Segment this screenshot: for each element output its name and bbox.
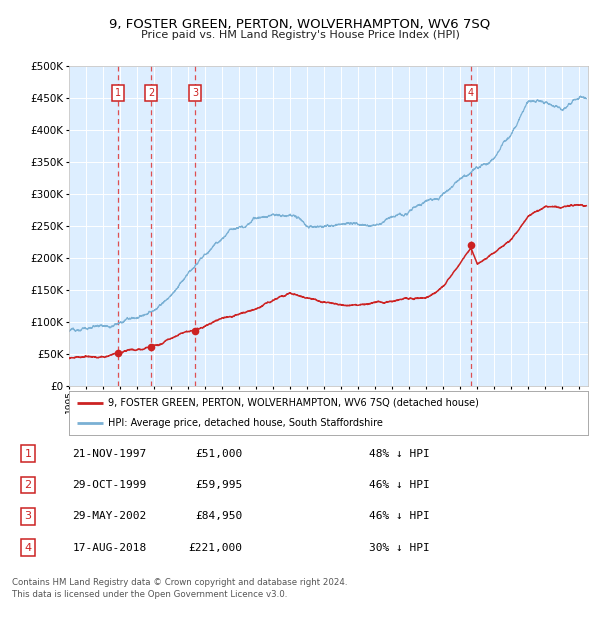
- Text: 2: 2: [148, 88, 154, 98]
- Text: 21-NOV-1997: 21-NOV-1997: [73, 448, 147, 459]
- Text: 17-AUG-2018: 17-AUG-2018: [73, 542, 147, 552]
- Text: 4: 4: [468, 88, 474, 98]
- Text: 3: 3: [192, 88, 198, 98]
- Text: 1: 1: [115, 88, 121, 98]
- Text: HPI: Average price, detached house, South Staffordshire: HPI: Average price, detached house, Sout…: [108, 418, 383, 428]
- Text: 1: 1: [25, 448, 32, 459]
- Text: 29-MAY-2002: 29-MAY-2002: [73, 511, 147, 521]
- Text: 30% ↓ HPI: 30% ↓ HPI: [369, 542, 430, 552]
- Text: 2: 2: [25, 480, 32, 490]
- Text: 9, FOSTER GREEN, PERTON, WOLVERHAMPTON, WV6 7SQ: 9, FOSTER GREEN, PERTON, WOLVERHAMPTON, …: [109, 17, 491, 30]
- Text: £221,000: £221,000: [188, 542, 242, 552]
- Text: £84,950: £84,950: [195, 511, 242, 521]
- Text: 9, FOSTER GREEN, PERTON, WOLVERHAMPTON, WV6 7SQ (detached house): 9, FOSTER GREEN, PERTON, WOLVERHAMPTON, …: [108, 397, 479, 408]
- Text: 3: 3: [25, 511, 32, 521]
- Text: £51,000: £51,000: [195, 448, 242, 459]
- Text: 46% ↓ HPI: 46% ↓ HPI: [369, 480, 430, 490]
- Text: £59,995: £59,995: [195, 480, 242, 490]
- Text: 46% ↓ HPI: 46% ↓ HPI: [369, 511, 430, 521]
- Text: Price paid vs. HM Land Registry's House Price Index (HPI): Price paid vs. HM Land Registry's House …: [140, 30, 460, 40]
- Text: 4: 4: [25, 542, 32, 552]
- Text: 29-OCT-1999: 29-OCT-1999: [73, 480, 147, 490]
- Text: Contains HM Land Registry data © Crown copyright and database right 2024.
This d: Contains HM Land Registry data © Crown c…: [12, 578, 347, 600]
- Text: 48% ↓ HPI: 48% ↓ HPI: [369, 448, 430, 459]
